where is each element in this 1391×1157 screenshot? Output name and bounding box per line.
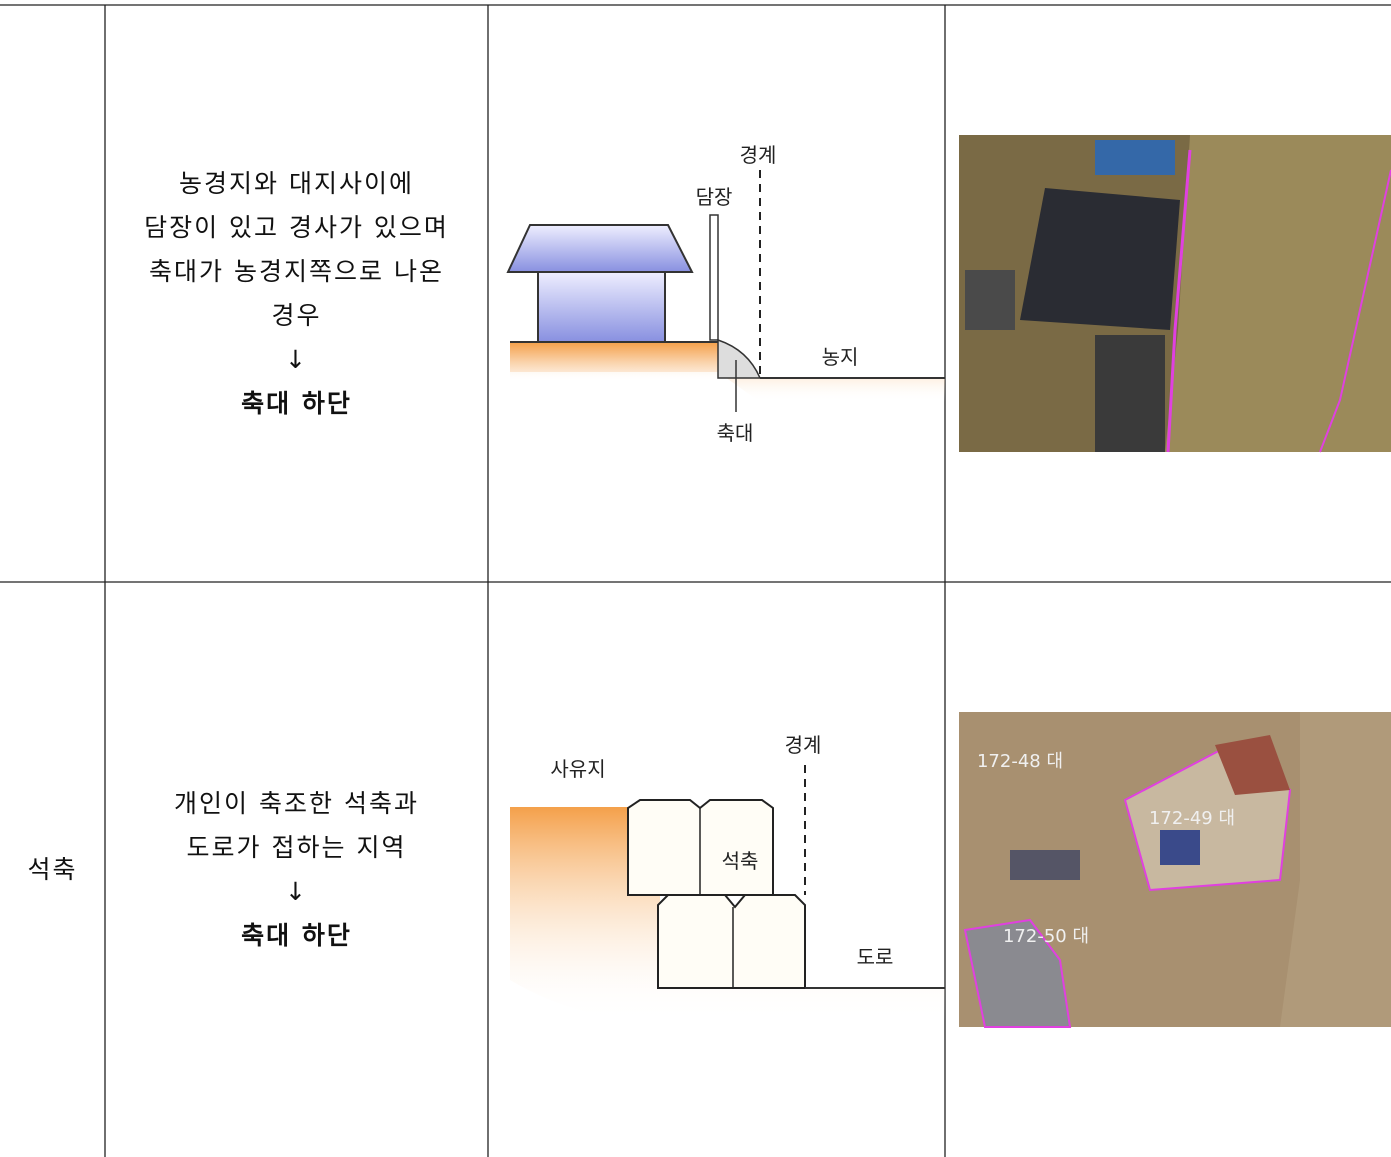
diagram-label: 농지 (822, 345, 859, 369)
diagram-label: 담장 (696, 185, 733, 209)
grid-lines (0, 4, 1391, 1157)
aerial-photo-2 (959, 712, 1391, 1028)
photo-label: 172-50 대 (1003, 926, 1089, 947)
diagram-2 (510, 765, 945, 1022)
description-line: 개인이 축조한 석축과 (174, 788, 419, 818)
arrow: ↓ (285, 876, 308, 906)
category: 석축 (27, 854, 78, 884)
photo-label: 172-49 대 (1149, 808, 1235, 829)
diagram-label: 경계 (785, 733, 822, 757)
arrow: ↓ (285, 344, 308, 374)
diagram-label: 석축 (722, 849, 759, 873)
diagram-label: 도로 (857, 945, 894, 969)
diagram-label: 경계 (740, 143, 777, 167)
result: 축대 하단 (241, 388, 352, 418)
result: 축대 하단 (241, 920, 352, 950)
description-line: 축대가 농경지쪽으로 나온 (149, 256, 444, 286)
diagram-label: 축대 (717, 421, 754, 445)
description-line: 경우 (271, 300, 322, 330)
description-line: 담장이 있고 경사가 있으며 (144, 212, 449, 242)
description-cell: 농경지와 대지사이에 담장이 있고 경사가 있으며 축대가 농경지쪽으로 나온 … (105, 5, 488, 582)
aerial-photo-1 (959, 135, 1391, 453)
description-line: 농경지와 대지사이에 (179, 168, 414, 198)
description-line: 도로가 접하는 지역 (186, 832, 407, 862)
diagram-label: 사유지 (550, 757, 605, 781)
photo-label: 172-48 대 (977, 751, 1063, 772)
diagram-1 (506, 170, 945, 412)
description-cell: 개인이 축조한 석축과 도로가 접하는 지역 ↓ 축대 하단 (105, 582, 488, 1157)
category-cell: 석축 (0, 582, 105, 1157)
